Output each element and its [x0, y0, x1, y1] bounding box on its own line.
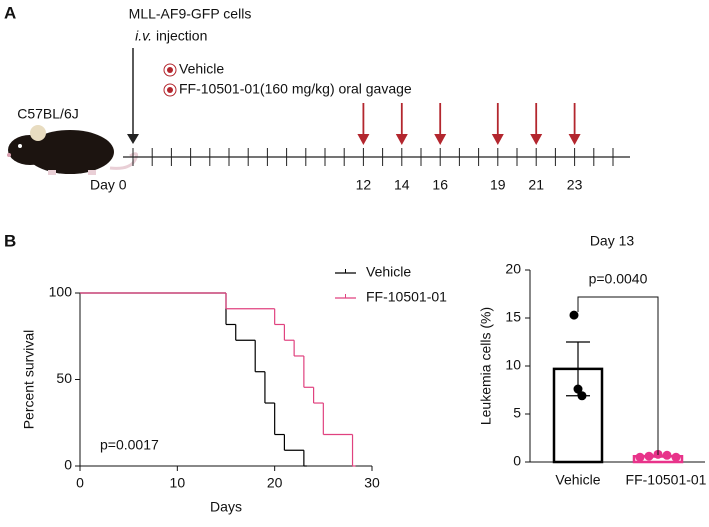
legend-label: FF-10501-01: [366, 289, 447, 305]
injection-arrowhead: [127, 134, 139, 144]
panel-label: B: [4, 231, 16, 250]
significance-bracket: [577, 296, 659, 455]
legend-label: Vehicle: [179, 61, 224, 77]
y-axis-label: Leukemia cells (%): [478, 307, 494, 425]
y-tick-label: 5: [513, 405, 521, 421]
x-tick-label: 10: [170, 475, 186, 491]
legend-marker: [163, 63, 177, 77]
day-label: 21: [528, 177, 544, 193]
dose-arrowhead: [568, 134, 581, 145]
x-tick-label: 0: [76, 475, 84, 491]
x-tick-label: Vehicle: [555, 472, 600, 488]
day-label: 19: [490, 177, 506, 193]
data-point: [635, 452, 645, 462]
day-label: 23: [567, 177, 583, 193]
y-tick-label: 50: [56, 370, 72, 386]
x-tick-label: FF-10501-01: [626, 472, 707, 488]
legend-marker: [167, 67, 173, 73]
y-tick-label: 10: [505, 357, 521, 373]
y-tick-label: 20: [505, 261, 521, 277]
data-point: [573, 384, 583, 394]
day0-label: Day 0: [90, 177, 127, 193]
y-tick-label: 15: [505, 309, 521, 325]
data-point: [671, 452, 681, 462]
dose-arrowhead: [357, 134, 370, 145]
chart-title: Day 13: [590, 233, 635, 249]
x-tick-label: 30: [364, 475, 380, 491]
y-tick-label: 0: [513, 453, 521, 469]
legend-label: Vehicle: [366, 264, 411, 280]
legend-marker: [163, 83, 177, 97]
dose-arrowhead: [434, 134, 447, 145]
y-axis-label: Percent survival: [21, 330, 37, 430]
mouse-strain: C57BL/6J: [17, 106, 78, 122]
day-label: 16: [432, 177, 448, 193]
y-tick-label: 0: [64, 457, 72, 473]
day-label: 12: [356, 177, 372, 193]
route: i.v.: [135, 28, 152, 44]
cells-label: MLL-AF9-GFP cells: [129, 6, 252, 22]
x-axis-label: Days: [210, 499, 242, 515]
annotation: p=0.0040: [589, 271, 648, 287]
panel-label: A: [4, 3, 16, 22]
mouse: [7, 125, 139, 175]
x-tick-label: 20: [267, 475, 283, 491]
y-tick-label: 100: [49, 284, 73, 300]
dose-arrowhead: [530, 134, 543, 145]
dose-arrowhead: [491, 134, 504, 145]
data-point: [644, 451, 654, 461]
data-point: [569, 310, 579, 320]
injection: injection: [156, 28, 207, 44]
day-label: 14: [394, 177, 410, 193]
dose-arrowhead: [395, 134, 408, 145]
annotation: p=0.0017: [100, 437, 159, 453]
data-point: [662, 450, 672, 460]
data-point: [577, 391, 587, 401]
legend-label: FF-10501-01(160 mg/kg) oral gavage: [179, 81, 412, 97]
legend-marker: [167, 87, 173, 93]
